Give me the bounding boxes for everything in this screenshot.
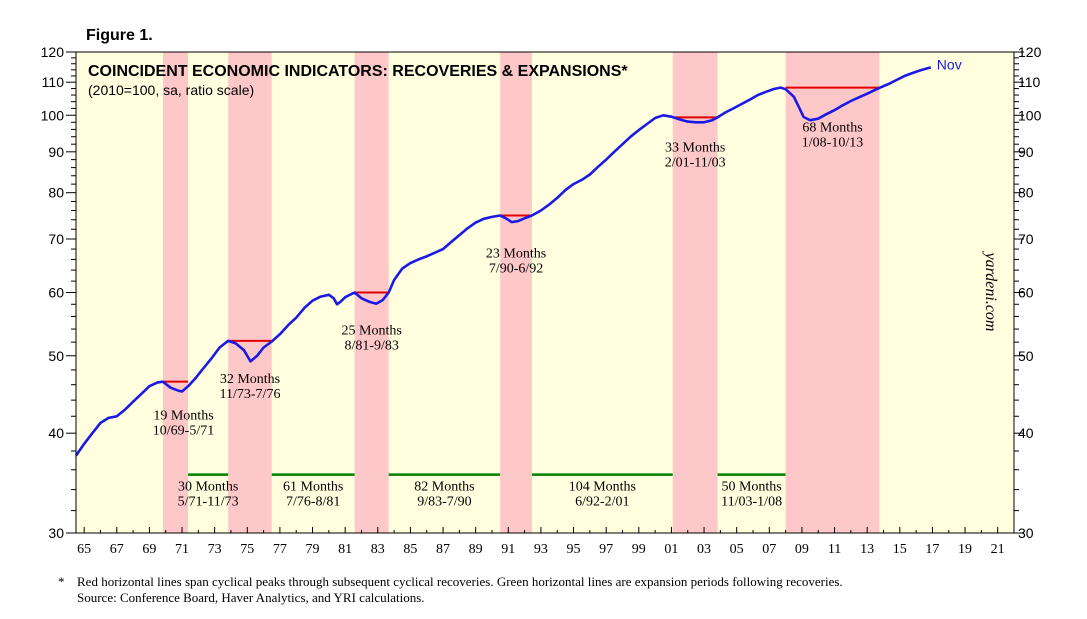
x-tick-label: 87 <box>436 542 450 557</box>
figure-label: Figure 1. <box>86 27 153 44</box>
y-tick-label-right: 100 <box>1018 107 1042 123</box>
expansion-months-label: 82 Months <box>414 480 474 495</box>
y-tick-label-left: 60 <box>48 285 64 301</box>
x-tick-label: 97 <box>599 542 613 557</box>
y-tick-label-left: 80 <box>48 185 64 201</box>
x-tick-label: 15 <box>893 542 907 557</box>
expansion-months-label: 61 Months <box>283 480 343 495</box>
y-tick-label-right: 40 <box>1018 425 1034 441</box>
y-tick-label-right: 50 <box>1018 348 1034 364</box>
x-tick-label: 03 <box>697 542 711 557</box>
x-tick-label: 69 <box>142 542 156 557</box>
y-tick-label-left: 100 <box>41 107 65 123</box>
x-tick-label: 93 <box>534 542 548 557</box>
x-tick-label: 85 <box>403 542 417 557</box>
recovery-band <box>672 52 718 533</box>
recovery-dates-label: 2/01-11/03 <box>665 155 726 170</box>
recovery-band <box>228 52 272 533</box>
expansion-months-label: 30 Months <box>178 480 238 495</box>
series-group: Nov <box>74 56 962 457</box>
recovery-months-label: 32 Months <box>220 372 280 387</box>
expansion-dates-label: 9/83-7/90 <box>417 495 471 510</box>
expansion-months-label: 104 Months <box>569 480 636 495</box>
x-tick-label: 89 <box>469 542 483 557</box>
x-tick-label: 01 <box>664 542 678 557</box>
recovery-months-label: 23 Months <box>486 247 546 262</box>
watermark-text: yardeni.com <box>982 251 999 332</box>
recovery-dates-label: 8/81-9/83 <box>344 339 398 354</box>
x-tick-label: 65 <box>77 542 91 557</box>
y-tick-label-right: 30 <box>1018 525 1034 541</box>
footnote-marker: * <box>58 574 65 589</box>
footnote-text: Red horizontal lines span cyclical peaks… <box>77 574 843 589</box>
y-tick-label-left: 120 <box>41 44 65 60</box>
chart-subtitle: (2010=100, sa, ratio scale) <box>88 82 254 98</box>
source-text: Source: Conference Board, Haver Analytic… <box>77 590 425 605</box>
x-tick-label: 75 <box>240 542 254 557</box>
y-axes: 30 30 40 40 50 50 60 60 70 70 80 80 90 90 100 100 110 110… <box>41 44 1042 541</box>
x-tick-label: 21 <box>991 542 1005 557</box>
x-axis: 65 67 69 71 73 75 77 79 81 83 85 87 89 91 93 95 97 99 01 03… <box>77 527 1005 557</box>
x-tick-label: 67 <box>110 542 124 557</box>
expansion-dates-label: 6/92-2/01 <box>575 495 629 510</box>
x-tick-label: 09 <box>795 542 809 557</box>
y-tick-label-right: 90 <box>1018 144 1034 160</box>
recovery-months-label: 19 Months <box>153 409 213 424</box>
y-tick-label-right: 110 <box>1018 74 1041 90</box>
x-tick-label: 19 <box>958 542 972 557</box>
x-tick-label: 99 <box>632 542 646 557</box>
recovery-dates-label: 7/90-6/92 <box>489 262 543 277</box>
expansion-months-label: 50 Months <box>721 480 781 495</box>
y-tick-label-right: 80 <box>1018 185 1034 201</box>
x-tick-label: 81 <box>338 542 352 557</box>
y-tick-label-left: 110 <box>42 74 65 90</box>
x-tick-label: 11 <box>828 542 841 557</box>
recovery-months-label: 25 Months <box>342 324 402 339</box>
x-tick-label: 07 <box>762 542 776 557</box>
x-tick-label: 95 <box>567 542 581 557</box>
x-tick-label: 17 <box>925 542 939 557</box>
expansion-dates-label: 7/76-8/81 <box>286 495 340 510</box>
y-tick-label-left: 40 <box>48 425 64 441</box>
period-lines <box>162 86 880 476</box>
chart-title: COINCIDENT ECONOMIC INDICATORS: RECOVERI… <box>88 63 628 80</box>
recovery-months-label: 68 Months <box>802 121 862 136</box>
recovery-months-label: 33 Months <box>665 140 725 155</box>
recovery-dates-label: 10/69-5/71 <box>153 424 214 439</box>
recovery-band <box>785 52 880 533</box>
expansion-dates-label: 11/03-1/08 <box>721 495 782 510</box>
x-tick-label: 73 <box>208 542 222 557</box>
recovery-band <box>500 52 532 533</box>
recovery-bands <box>162 52 880 533</box>
x-tick-label: 13 <box>860 542 874 557</box>
series-end-label: Nov <box>937 56 962 72</box>
y-tick-label-right: 120 <box>1018 44 1042 60</box>
y-tick-label-left: 30 <box>48 525 64 541</box>
expansion-dates-label: 5/71-11/73 <box>178 495 239 510</box>
recovery-band <box>162 52 189 533</box>
y-tick-label-left: 90 <box>48 144 64 160</box>
x-tick-label: 91 <box>501 542 515 557</box>
y-tick-label-left: 70 <box>48 231 64 247</box>
y-tick-label-right: 70 <box>1018 231 1034 247</box>
x-tick-label: 77 <box>273 542 287 557</box>
recovery-dates-label: 1/08-10/13 <box>802 136 863 151</box>
recovery-dates-label: 11/73-7/76 <box>220 387 281 402</box>
x-tick-label: 05 <box>730 542 744 557</box>
x-tick-label: 71 <box>175 542 189 557</box>
y-tick-label-left: 50 <box>48 348 64 364</box>
x-tick-label: 83 <box>371 542 385 557</box>
y-tick-label-right: 60 <box>1018 285 1034 301</box>
series-line <box>74 66 932 457</box>
x-tick-label: 79 <box>306 542 320 557</box>
